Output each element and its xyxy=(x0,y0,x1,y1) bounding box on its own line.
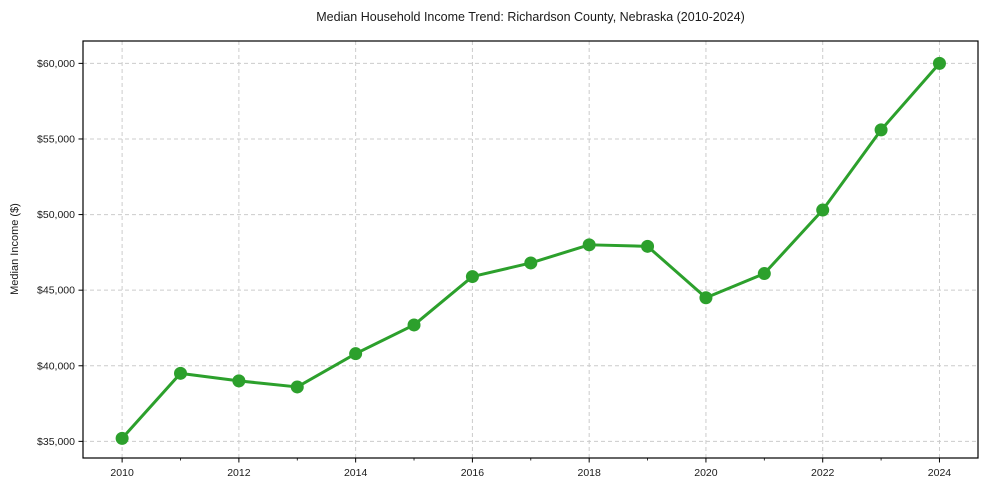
data-point xyxy=(757,267,771,281)
x-tick-label: 2018 xyxy=(577,467,601,479)
x-tick-label: 2016 xyxy=(461,467,485,479)
data-point xyxy=(407,318,421,332)
y-tick-label: $60,000 xyxy=(37,58,75,70)
data-point xyxy=(524,256,538,270)
data-point xyxy=(290,380,304,394)
plot-border xyxy=(82,40,979,459)
data-point xyxy=(173,366,187,380)
y-tick-label: $35,000 xyxy=(37,436,75,448)
data-point xyxy=(699,291,713,305)
x-tick-label: 2014 xyxy=(344,467,368,479)
data-point xyxy=(115,431,129,445)
x-tick-label: 2020 xyxy=(694,467,718,479)
y-tick-label: $50,000 xyxy=(37,209,75,221)
data-point xyxy=(874,123,888,137)
x-tick-label: 2022 xyxy=(811,467,835,479)
y-axis-label: Median Income ($) xyxy=(9,203,21,295)
y-tick-label: $45,000 xyxy=(37,285,75,297)
data-point xyxy=(641,239,655,253)
data-point xyxy=(232,374,246,388)
data-point xyxy=(932,56,946,70)
x-tick-label: 2024 xyxy=(928,467,952,479)
data-point xyxy=(349,347,363,361)
chart-title: Median Household Income Trend: Richardso… xyxy=(316,10,745,24)
y-tick-label: $55,000 xyxy=(37,133,75,145)
data-point xyxy=(465,270,479,284)
x-tick-label: 2010 xyxy=(110,467,134,479)
data-point xyxy=(582,238,596,252)
y-tick-label: $40,000 xyxy=(37,360,75,372)
data-point xyxy=(816,203,830,217)
x-tick-label: 2012 xyxy=(227,467,251,479)
